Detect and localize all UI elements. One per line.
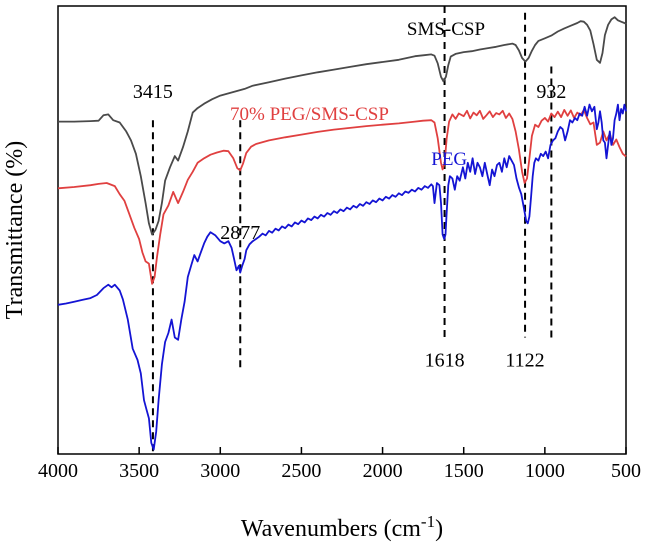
x-tick-label-3500: 3500 [119,460,159,482]
annotation-lines [151,6,553,454]
series-line-sms-csp [58,16,627,236]
x-axis-title-close: ) [435,516,443,542]
x-tick-label-1500: 1500 [444,460,484,482]
peak-label-1122: 1122 [505,350,544,372]
x-tick-label-3000: 3000 [200,460,240,482]
peak-label-932: 932 [536,81,566,103]
x-tick-label-2000: 2000 [363,460,403,482]
x-tick-label-1000: 1000 [525,460,565,482]
series-label-70-peg-sms-csp: 70% PEG/SMS-CSP [230,104,389,125]
x-tick-label-2500: 2500 [281,460,321,482]
x-axis-title: Wavenumbers (cm-1) [241,512,443,542]
peak-label-3415: 3415 [133,81,173,103]
x-tick-label-4000: 4000 [38,460,78,482]
x-axis-title-main: Wavenumbers (cm [241,516,421,542]
series-layer [57,16,627,451]
peak-label-2877: 2877 [220,222,260,244]
series-line-70-peg-sms-csp [57,109,627,285]
series-label-sms-csp: SMS-CSP [407,19,485,40]
plot-frame [57,5,627,455]
series-line-peg [57,103,627,451]
labels-layer: SMS-CSP 70% PEG/SMS-CSP PEG 3415 2877 1618 112… [133,19,566,372]
x-axis-title-sup: -1 [421,512,435,531]
y-axis-title: Transmittance (%) [2,141,28,319]
x-tick-label-500: 500 [611,460,641,482]
series-label-peg: PEG [431,149,467,170]
x-axis-ticks: 4000 3500 3000 2500 2000 1500 1000 500 [38,447,641,482]
peak-label-1618: 1618 [425,350,465,372]
